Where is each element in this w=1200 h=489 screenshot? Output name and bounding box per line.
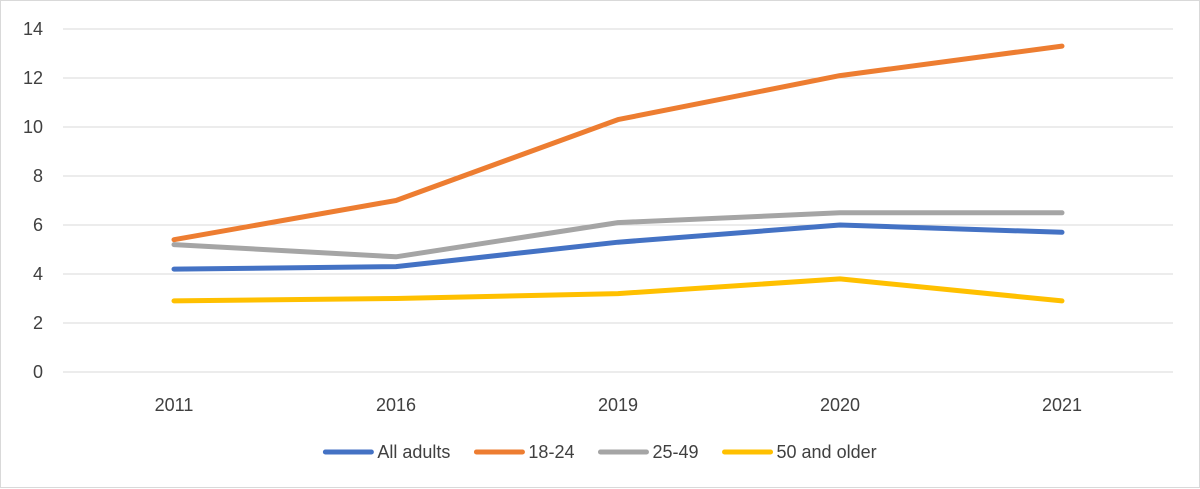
y-tick-label: 0: [33, 362, 43, 382]
series-line-18-24: [171, 43, 1065, 243]
x-tick-label: 2011: [155, 395, 194, 415]
legend-item-25-49: 25-49: [597, 442, 699, 462]
legend-label: 18-24: [528, 442, 574, 462]
y-tick-label: 12: [23, 68, 43, 88]
legend-label: 25-49: [652, 442, 698, 462]
y-tick-label: 10: [23, 117, 43, 137]
series-line-25-49: [171, 210, 1065, 260]
x-tick-label: 2021: [1042, 395, 1082, 415]
y-tick-label: 8: [33, 166, 43, 186]
legend-item-18-24: 18-24: [473, 442, 574, 462]
x-tick-label: 2019: [598, 395, 638, 415]
series-lines: [171, 43, 1065, 304]
y-tick-label: 6: [33, 215, 43, 235]
x-tick-label: 2016: [376, 395, 416, 415]
gridlines: [63, 28, 1173, 373]
y-tick-label: 14: [23, 19, 43, 39]
legend-item-all-adults: All adults: [322, 442, 450, 462]
y-tick-label: 4: [33, 264, 43, 284]
legend-label: 50 and older: [777, 442, 877, 462]
legend-label: All adults: [377, 442, 450, 462]
series-line-all-adults: [171, 222, 1065, 272]
y-axis-tick-labels: 0 2 4 6 8 10 12 14: [23, 19, 43, 382]
legend: All adults 18-24 25-49 50 and older: [322, 442, 877, 462]
x-tick-label: 2020: [820, 395, 860, 415]
legend-item-50-and-older: 50 and older: [722, 442, 877, 462]
series-line-50-and-older: [171, 276, 1065, 304]
x-axis-tick-labels: 2011 2016 2019 2020 2021: [155, 395, 1082, 415]
y-tick-label: 2: [33, 313, 43, 333]
